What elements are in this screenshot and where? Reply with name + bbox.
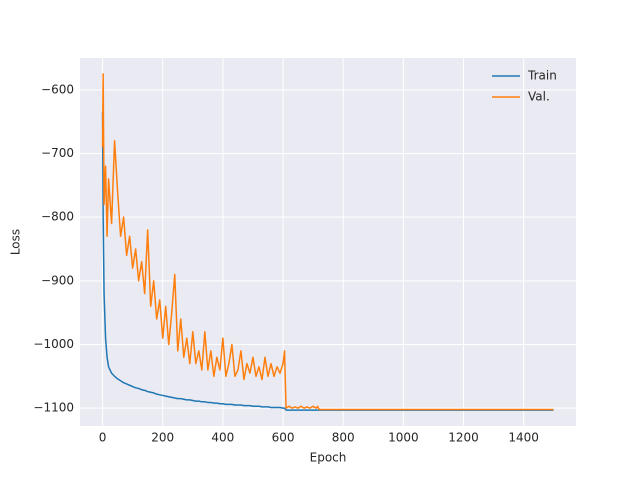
x-axis-label: Epoch (310, 451, 347, 465)
y-tick-label: −900 (41, 273, 74, 287)
x-tick-label: 400 (211, 431, 234, 445)
plot-area (80, 58, 576, 426)
legend-label: Train (527, 69, 557, 83)
y-tick-label: −800 (41, 210, 74, 224)
y-tick-label: −600 (41, 82, 74, 96)
y-tick-label: −700 (41, 146, 74, 160)
y-tick-label: −1000 (33, 337, 74, 351)
line-series (101, 73, 554, 411)
legend-label: Val. (528, 90, 550, 104)
x-tick-label: 200 (151, 431, 174, 445)
x-tick-label: 0 (99, 431, 107, 445)
line-series (101, 112, 554, 411)
x-tick-label: 1200 (448, 431, 479, 445)
y-axis-label: Loss (9, 229, 23, 255)
x-tick-label: 800 (332, 431, 355, 445)
y-tick-label: −1100 (33, 401, 74, 415)
x-tick-label: 1400 (508, 431, 539, 445)
x-tick-label: 1000 (388, 431, 419, 445)
x-tick-label: 600 (272, 431, 295, 445)
